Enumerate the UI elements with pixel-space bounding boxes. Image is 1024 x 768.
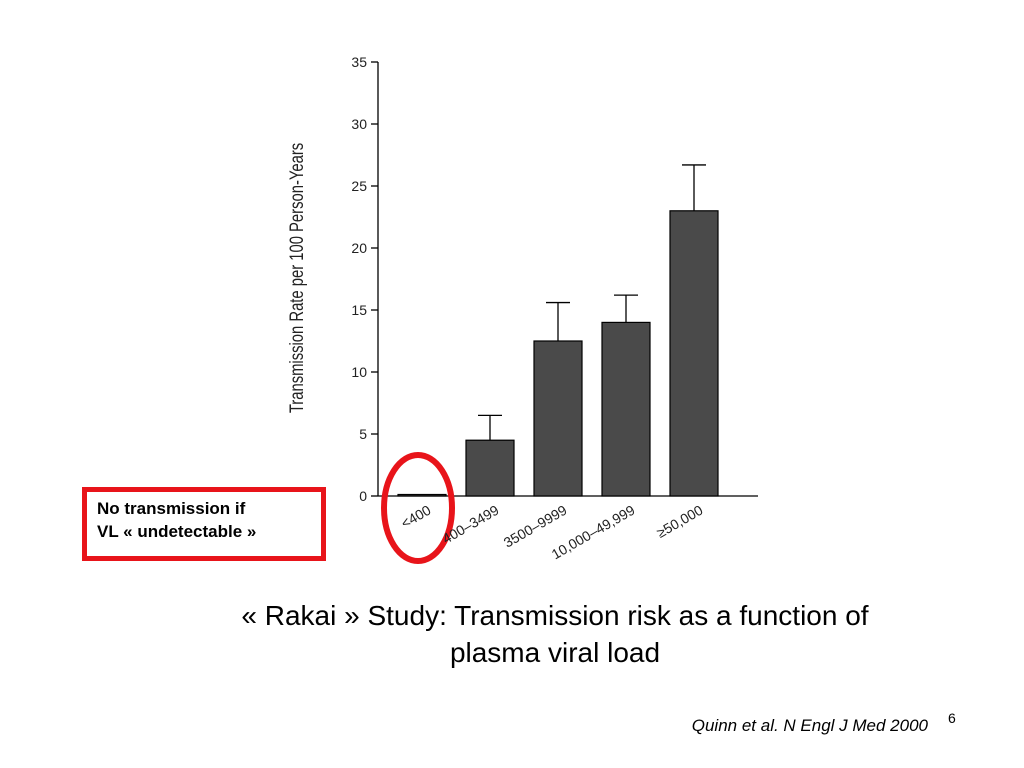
y-tick-label: 10: [351, 364, 367, 380]
callout-box: No transmission if VL « undetectable »: [82, 487, 326, 561]
y-tick-label: 0: [359, 488, 367, 504]
page-number: 6: [948, 710, 956, 726]
bar: [397, 493, 447, 497]
citation: Quinn et al. N Engl J Med 2000: [691, 716, 928, 735]
bar: [533, 340, 583, 497]
bar: [465, 439, 515, 497]
y-axis-label: Transmission Rate per 100 Person-Years: [286, 143, 307, 413]
y-tick-label: 25: [351, 178, 367, 194]
y-tick-label: 35: [351, 54, 367, 70]
callout-line-1: No transmission if: [97, 499, 246, 518]
x-tick-label: <400: [398, 502, 433, 532]
bar: [601, 321, 651, 497]
caption-line-1: « Rakai » Study: Transmission risk as a …: [241, 600, 869, 631]
callout-line-2: VL « undetectable »: [97, 522, 257, 541]
y-tick-label: 20: [351, 240, 367, 256]
bar: [669, 210, 719, 497]
slide-caption: « Rakai » Study: Transmission risk as a …: [150, 597, 960, 671]
y-tick-label: 30: [351, 116, 367, 132]
y-tick-label: 5: [359, 426, 367, 442]
highlight-ellipse: [381, 452, 455, 564]
y-tick-label: 15: [351, 302, 367, 318]
caption-line-2: plasma viral load: [449, 637, 661, 668]
x-tick-label: ≥50,000: [654, 502, 706, 541]
